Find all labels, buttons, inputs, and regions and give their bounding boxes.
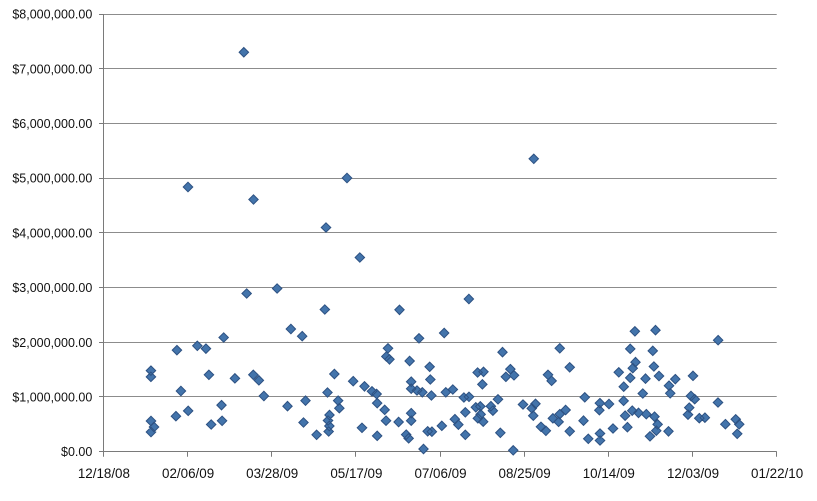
svg-text:$6,000,000.00: $6,000,000.00 [12, 117, 92, 131]
svg-text:$2,000,000.00: $2,000,000.00 [12, 336, 92, 350]
svg-text:$3,000,000.00: $3,000,000.00 [12, 281, 92, 295]
svg-text:$0.00: $0.00 [61, 445, 92, 459]
svg-text:01/22/10: 01/22/10 [751, 466, 803, 481]
svg-text:08/25/09: 08/25/09 [499, 466, 551, 481]
svg-text:12/18/08: 12/18/08 [78, 466, 130, 481]
svg-text:$8,000,000.00: $8,000,000.00 [12, 8, 92, 22]
svg-text:12/03/09: 12/03/09 [667, 466, 719, 481]
svg-text:03/28/09: 03/28/09 [246, 466, 298, 481]
svg-text:$5,000,000.00: $5,000,000.00 [12, 172, 92, 186]
svg-text:05/17/09: 05/17/09 [330, 466, 382, 481]
svg-text:07/06/09: 07/06/09 [414, 466, 466, 481]
svg-text:02/06/09: 02/06/09 [162, 466, 214, 481]
svg-text:$1,000,000.00: $1,000,000.00 [12, 391, 92, 405]
svg-text:$4,000,000.00: $4,000,000.00 [12, 226, 92, 240]
svg-text:$7,000,000.00: $7,000,000.00 [12, 62, 92, 76]
svg-text:10/14/09: 10/14/09 [583, 466, 635, 481]
